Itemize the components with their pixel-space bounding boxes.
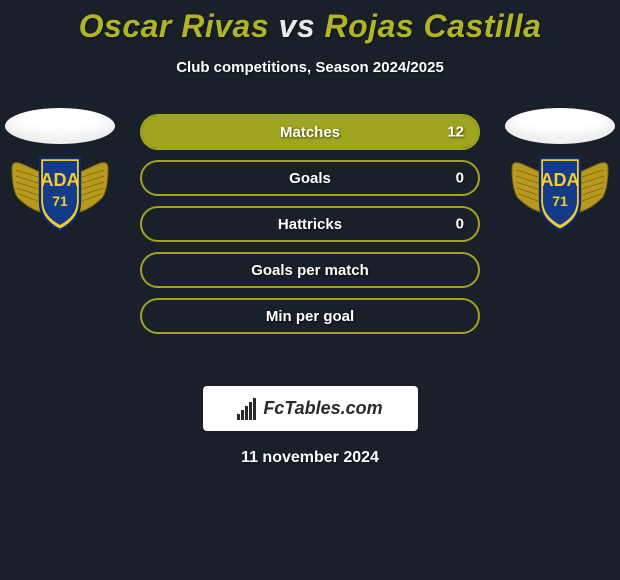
stat-row-goals-per-match: Goals per match bbox=[140, 252, 480, 288]
stat-row-matches: Matches 12 bbox=[140, 114, 480, 150]
stat-label: Min per goal bbox=[266, 308, 354, 325]
stat-value-right: 0 bbox=[456, 170, 464, 187]
stat-row-min-per-goal: Min per goal bbox=[140, 298, 480, 334]
stat-label: Goals bbox=[289, 170, 331, 187]
player2-avatar-placeholder bbox=[505, 108, 615, 144]
bar-chart-icon bbox=[237, 398, 259, 420]
svg-text:ADA: ADA bbox=[541, 170, 580, 190]
stat-value-right: 0 bbox=[456, 216, 464, 233]
svg-text:71: 71 bbox=[552, 193, 568, 209]
player1-column: ADA 71 bbox=[0, 108, 120, 235]
player2-club-badge: ADA 71 bbox=[510, 150, 610, 235]
player1-avatar-placeholder bbox=[5, 108, 115, 144]
stat-label: Hattricks bbox=[278, 216, 342, 233]
date-text: 11 november 2024 bbox=[0, 449, 620, 467]
card-title: Oscar Rivas vs Rojas Castilla bbox=[0, 8, 620, 45]
player2-column: ADA 71 bbox=[500, 108, 620, 235]
badge-year-text: 71 bbox=[52, 193, 68, 209]
stats-area: ADA 71 bbox=[0, 114, 620, 374]
stat-row-goals: Goals 0 bbox=[140, 160, 480, 196]
player1-name: Oscar Rivas bbox=[79, 8, 270, 44]
stat-label: Goals per match bbox=[251, 262, 369, 279]
brand-box: FcTables.com bbox=[203, 386, 418, 431]
vs-text: vs bbox=[279, 8, 316, 44]
stat-label: Matches bbox=[280, 124, 340, 141]
player2-name: Rojas Castilla bbox=[325, 8, 542, 44]
brand-text: FcTables.com bbox=[263, 398, 382, 419]
badge-main-text: ADA bbox=[41, 170, 80, 190]
stat-row-hattricks: Hattricks 0 bbox=[140, 206, 480, 242]
player1-club-badge: ADA 71 bbox=[10, 150, 110, 235]
stat-rows: Matches 12 Goals 0 Hattricks 0 Goals per… bbox=[140, 114, 480, 344]
subtitle: Club competitions, Season 2024/2025 bbox=[0, 59, 620, 76]
stat-value-right: 12 bbox=[447, 124, 464, 141]
comparison-card: Oscar Rivas vs Rojas Castilla Club compe… bbox=[0, 0, 620, 467]
